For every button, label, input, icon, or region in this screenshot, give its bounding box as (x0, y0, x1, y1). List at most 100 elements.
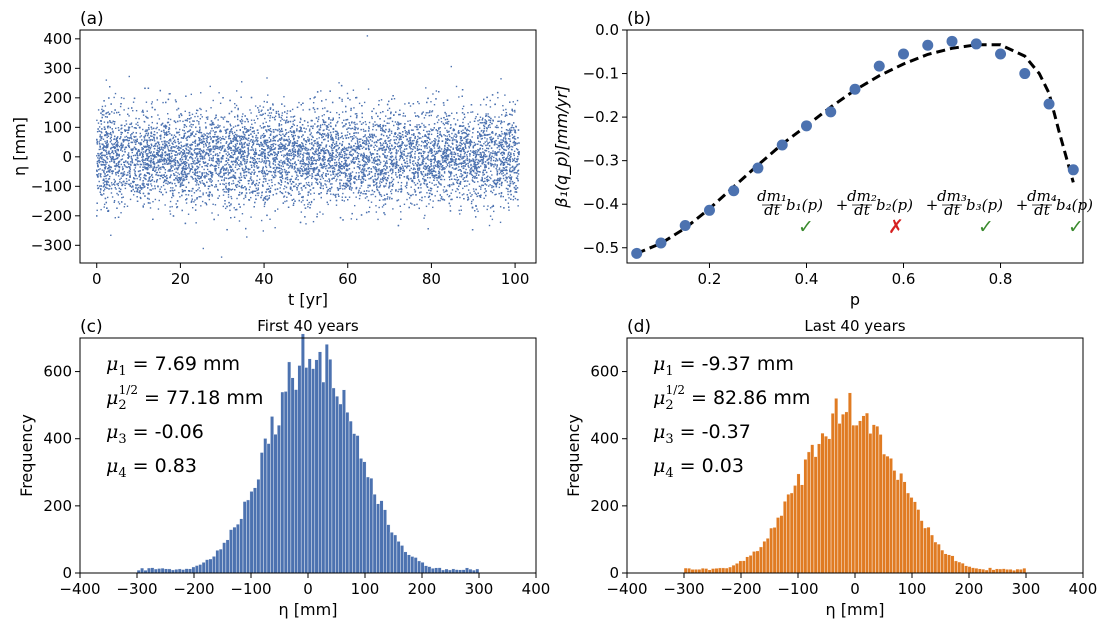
scatter-point (453, 153, 455, 156)
scatter-point (98, 173, 100, 175)
scatter-point (164, 146, 167, 148)
scatter-point (190, 93, 193, 96)
scatter-point (97, 109, 100, 111)
scatter-point (405, 131, 408, 133)
scatter-point (254, 140, 256, 142)
scatter-point (389, 196, 391, 199)
scatter-point (307, 203, 309, 206)
scatter-point (107, 143, 109, 145)
scatter-point (111, 151, 114, 153)
scatter-point (497, 120, 499, 123)
scatter-point (436, 116, 438, 118)
scatter-point (293, 115, 296, 117)
scatter-point (381, 128, 384, 131)
scatter-point (123, 206, 126, 208)
scatter-point (480, 151, 482, 154)
scatter-point (511, 134, 514, 136)
scatter-point (421, 155, 423, 157)
scatter-point (375, 135, 377, 138)
scatter-point (192, 131, 194, 133)
scatter-point (476, 208, 478, 210)
scatter-point (118, 155, 120, 157)
scatter-point (204, 164, 206, 167)
scatter-point (272, 158, 274, 160)
scatter-point (471, 111, 474, 113)
scatter-point (416, 140, 418, 142)
scatter-point (277, 170, 279, 173)
scatter-point (471, 151, 474, 153)
scatter-point (437, 172, 440, 175)
scatter-point (362, 157, 365, 160)
scatter-point (202, 149, 205, 152)
scatter-point (274, 174, 276, 176)
scatter-point (440, 121, 443, 123)
scatter-point (481, 178, 483, 181)
scatter-point (124, 182, 126, 185)
scatter-point (344, 150, 346, 153)
scatter-point (161, 123, 163, 125)
scatter-point (184, 152, 186, 155)
scatter-point (185, 143, 187, 145)
scatter-point (436, 150, 438, 153)
scatter-point (195, 178, 197, 181)
scatter-point (156, 99, 159, 101)
scatter-point (500, 121, 503, 123)
scatter-point (327, 126, 329, 129)
scatter-point (336, 151, 339, 154)
scatter-point (267, 160, 269, 162)
scatter-point (262, 132, 265, 135)
scatter-point (269, 108, 272, 110)
scatter-point (212, 99, 214, 102)
scatter-point (208, 198, 211, 201)
scatter-point (378, 159, 380, 161)
scatter-point (225, 153, 227, 155)
scatter-point (332, 167, 334, 170)
scatter-point (251, 146, 253, 148)
scatter-point (341, 196, 344, 198)
scatter-point (276, 129, 278, 131)
scatter-point (484, 137, 486, 139)
scatter-point (511, 160, 514, 162)
scatter-point (342, 137, 344, 140)
scatter-point (171, 189, 174, 192)
scatter-point (207, 173, 210, 176)
scatter-point (221, 145, 224, 147)
scatter-point (240, 174, 242, 176)
scatter-point (168, 161, 171, 163)
scatter-point (200, 196, 202, 198)
scatter-point (460, 150, 462, 153)
scatter-point (313, 198, 315, 201)
scatter-point (460, 176, 463, 178)
scatter-point (172, 137, 174, 140)
scatter-point (133, 135, 135, 138)
scatter-point (147, 180, 149, 182)
scatter-point (210, 107, 212, 109)
scatter-point (396, 128, 399, 131)
scatter-point (431, 141, 433, 143)
scatter-point (345, 169, 347, 171)
scatter-point (472, 132, 474, 134)
scatter-point (355, 127, 357, 129)
scatter-point (232, 180, 234, 182)
scatter-point (495, 167, 497, 170)
scatter-point (509, 180, 511, 182)
scatter-point (411, 171, 413, 174)
scatter-point (391, 172, 393, 175)
scatter-point (184, 144, 186, 147)
scatter-point (235, 104, 238, 107)
scatter-point (125, 135, 128, 138)
scatter-point (340, 167, 342, 170)
scatter-point (443, 168, 445, 171)
scatter-point (484, 123, 486, 125)
scatter-point (100, 123, 103, 125)
scatter-point (516, 99, 519, 102)
scatter-point (184, 172, 187, 174)
scatter-point (228, 147, 231, 150)
scatter-point (424, 196, 426, 198)
scatter-point (311, 177, 313, 180)
scatter-point (324, 123, 326, 126)
scatter-point (463, 162, 465, 165)
scatter-point (311, 156, 314, 158)
scatter-point (224, 116, 226, 118)
scatter-point (514, 109, 516, 112)
